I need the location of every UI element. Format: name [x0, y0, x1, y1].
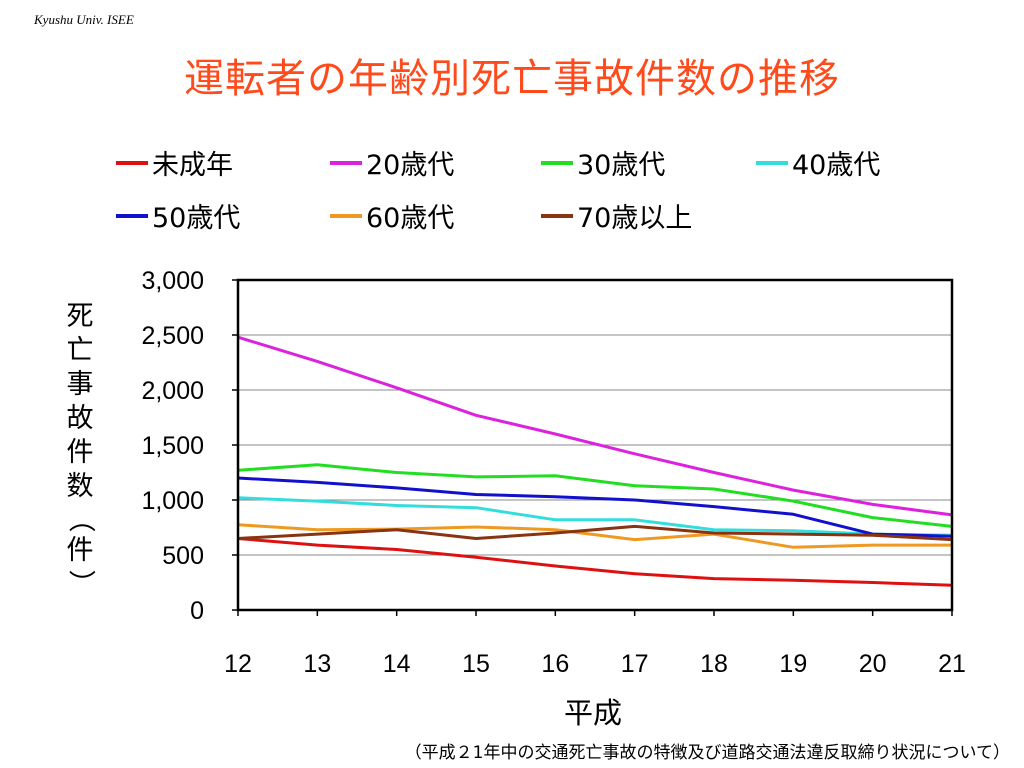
- x-tick-label: 15: [462, 650, 490, 678]
- legend-swatch: [116, 213, 148, 218]
- chart-title: 運転者の年齢別死亡事故件数の推移: [184, 56, 840, 102]
- y-tick-label: 0: [190, 597, 204, 625]
- legend-swatch: [541, 160, 573, 165]
- series-line: [237, 335, 953, 517]
- series-line: [237, 476, 953, 538]
- legend-swatch: [330, 213, 362, 218]
- x-tick-label: 20: [859, 650, 887, 678]
- source-note: （平成２1年中の交通死亡事故の特徴及び道路交通法違反取締り状況について）: [404, 743, 1010, 763]
- legend-item: 20歳代: [330, 143, 454, 182]
- series-line: [237, 496, 953, 537]
- legend-swatch: [756, 160, 788, 165]
- legend-label: 20歳代: [366, 150, 455, 181]
- legend-label: 未成年: [152, 150, 233, 181]
- x-tick-label: 12: [224, 650, 252, 678]
- y-tick-label: 2,000: [141, 377, 204, 405]
- legend-swatch: [330, 160, 362, 165]
- x-tick-label: 13: [303, 650, 331, 678]
- x-tick-label: 18: [700, 650, 728, 678]
- y-tick-label: 500: [162, 542, 204, 570]
- x-tick-label: 14: [383, 650, 411, 678]
- legend-item: 40歳代: [756, 143, 880, 182]
- y-axis-title: 死亡事故件数（件）: [65, 301, 96, 597]
- corner-label: Kyushu Univ. ISEE: [34, 12, 134, 27]
- series-line: [237, 537, 953, 587]
- y-tick-label: 3,000: [141, 267, 204, 295]
- legend-label: 70歳以上: [577, 203, 693, 234]
- legend-label: 60歳代: [366, 203, 455, 234]
- y-tick-label: 1,500: [141, 432, 204, 460]
- series-line: [237, 523, 952, 549]
- legend-item: 60歳代: [330, 196, 454, 235]
- legend-swatch: [116, 160, 148, 165]
- series-line: [237, 524, 953, 542]
- x-tick-label: 16: [541, 650, 569, 678]
- legend-item: 70歳以上: [541, 196, 692, 235]
- legend-item: 30歳代: [541, 143, 665, 182]
- x-tick-label: 19: [779, 650, 807, 678]
- legend: 未成年 20歳代 30歳代 40歳代 50歳代 60歳代 70歳以上: [0, 0, 1024, 240]
- legend-item: 未成年: [116, 143, 233, 182]
- legend-swatch: [541, 213, 573, 218]
- legend-label: 50歳代: [152, 203, 241, 234]
- legend-label: 30歳代: [577, 150, 666, 181]
- y-tick-label: 1,000: [141, 487, 204, 515]
- x-tick-label: 17: [621, 650, 649, 678]
- y-tick-label: 2,500: [141, 322, 204, 350]
- series-line: [237, 463, 953, 528]
- legend-label: 40歳代: [792, 150, 881, 181]
- legend-item: 50歳代: [116, 196, 240, 235]
- plot-frame: [236, 278, 954, 612]
- x-axis-title: 平成: [564, 696, 623, 730]
- x-tick-label: 21: [938, 650, 966, 678]
